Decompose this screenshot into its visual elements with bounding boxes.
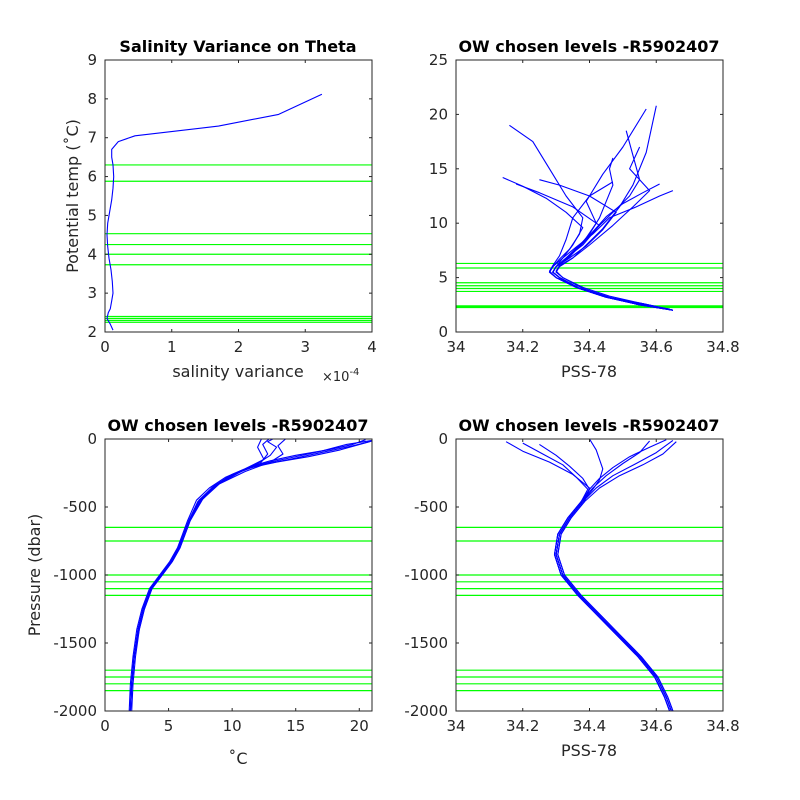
y-tick-label: -1000 [404,566,448,584]
panel-ow-levels-pressure-temperature: OW chosen levels -R5902407 ˚C Pressure (… [25,416,373,768]
y-tick-label: 0 [438,430,448,448]
panel-2-title: OW chosen levels -R5902407 [458,37,719,56]
x-tick-label: 3 [300,338,310,356]
y-tick-label: 4 [87,245,97,263]
panel-2-xlabel: PSS-78 [561,362,617,381]
x-tick-label: 2 [234,338,244,356]
x-tick-label: 34.4 [573,717,606,735]
profile-line [553,440,671,711]
x-tick-label: 34.2 [506,717,539,735]
profile-line [539,443,672,711]
profile-line [129,440,372,711]
panel-1-x-multiplier: ×10-4 [322,367,359,385]
panel-1-ylabel: Potential temp (˚C) [63,119,82,273]
y-tick-label: -1500 [404,634,448,652]
x-tick-label: 5 [164,717,174,735]
panel-1-plot: 0 1 2 3 4 2 3 4 5 6 7 8 9 [87,51,376,356]
y-tick-label: -1000 [53,566,97,584]
x-tick-label: 34.2 [506,338,539,356]
x-tick-label: 10 [223,717,242,735]
y-tick-label: 5 [438,269,448,287]
panel-3-xlabel: ˚C [228,749,247,768]
panel-4-plot: 34 34.2 34.4 34.6 34.8 -2000 -1500 -1000 -500 0 [404,430,739,735]
y-tick-label: 6 [87,168,97,186]
y-tick-label: 3 [87,284,97,302]
x-tick-label: 34.4 [573,338,606,356]
panel-3-title: OW chosen levels -R5902407 [107,416,368,435]
panel-3-ylabel: Pressure (dbar) [25,514,44,637]
y-tick-label: -2000 [53,702,97,720]
y-tick-label: 2 [87,323,97,341]
y-tick-label: 20 [429,105,448,123]
series-group [502,105,674,311]
y-tick-label: -1500 [53,634,97,652]
y-tick-label: 5 [87,206,97,224]
y-tick-label: 15 [429,160,448,178]
x-tick-label: 34 [446,717,465,735]
y-tick-label: 8 [87,90,97,108]
x-tick-label: 34.8 [706,717,739,735]
x-tick-label: 0 [100,338,110,356]
y-tick-label: 0 [438,323,448,341]
x-tick-label: 34 [446,338,465,356]
x-tick-label: 34.8 [706,338,739,356]
series-group [128,439,372,711]
chosen-levels [456,526,723,692]
y-tick-label: 9 [87,51,97,69]
panel-4-xlabel: PSS-78 [561,741,617,760]
x-tick-label: 20 [350,717,369,735]
x-tick-label: 1 [167,338,177,356]
y-tick-label: -2000 [404,702,448,720]
x-tick-label: 0 [100,717,110,735]
profile-line [131,439,286,711]
panel-1-title: Salinity Variance on Theta [119,37,356,56]
x-tick-label: 34.6 [640,717,673,735]
y-tick-label: -500 [63,498,97,516]
panel-1-x-multiplier-base: ×10 [322,370,349,385]
panel-4-title: OW chosen levels -R5902407 [458,416,719,435]
profile-line [106,93,323,331]
profile-line [128,439,265,711]
profile-line [555,105,673,311]
chosen-levels [105,164,372,323]
x-tick-label: 4 [367,338,377,356]
series-group [106,93,323,331]
series-group [505,439,677,711]
profile-line [557,441,677,711]
x-tick-label: 34.6 [640,338,673,356]
profile-line [515,183,670,310]
panel-2-plot: 34 34.2 34.4 34.6 34.8 0 5 10 15 20 25 [429,51,740,356]
y-tick-label: 10 [429,214,448,232]
panel-ow-levels-pressure-salinity: OW chosen levels -R5902407 PSS-78 34 34.2… [404,416,739,760]
panel-1-x-multiplier-exponent: -4 [349,367,359,378]
y-tick-label: 7 [87,129,97,147]
panel-3-plot: 0 5 10 15 20 -2000 -1500 -1000 -500 0 [53,430,373,735]
y-tick-label: -500 [414,498,448,516]
y-tick-label: 25 [429,51,448,69]
y-tick-label: 0 [87,430,97,448]
panel-salinity-variance: Salinity Variance on Theta salinity vari… [63,37,377,385]
x-tick-label: 15 [286,717,305,735]
panel-1-xlabel: salinity variance [172,362,303,381]
panel-ow-levels-theta-salinity: OW chosen levels -R5902407 PSS-78 34 34.2… [429,37,740,381]
